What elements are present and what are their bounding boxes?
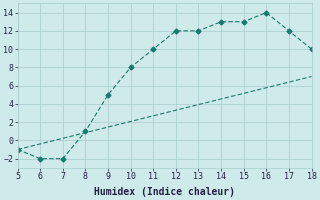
X-axis label: Humidex (Indice chaleur): Humidex (Indice chaleur) [94,186,235,197]
